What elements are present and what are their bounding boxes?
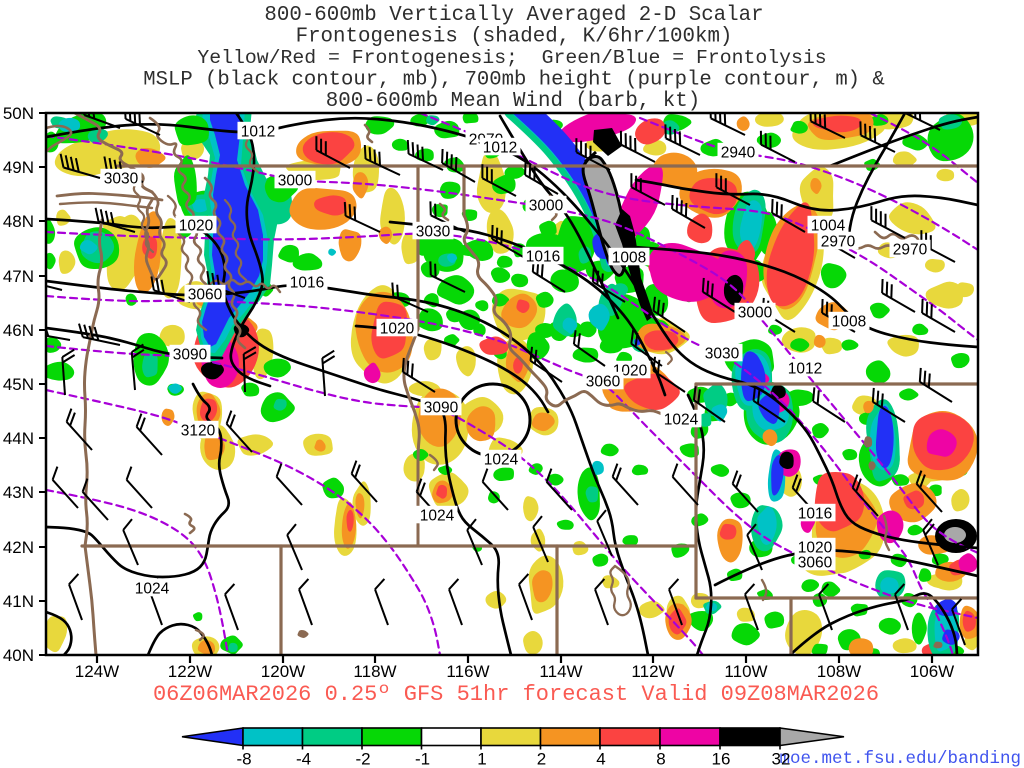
svg-text:118W: 118W [353,662,396,681]
svg-text:3060: 3060 [586,374,621,391]
svg-text:800-600mb Vertically Averaged: 800-600mb Vertically Averaged 2-D Scalar [264,4,763,27]
svg-text:2970: 2970 [893,242,928,259]
svg-text:41N: 41N [3,592,34,611]
svg-text:16: 16 [712,750,731,768]
svg-text:3000: 3000 [738,305,773,322]
svg-text:-8: -8 [236,750,251,768]
svg-text:122W: 122W [168,662,212,681]
svg-text:06Z06MAR2026 0.25º GFS 51hr fo: 06Z06MAR2026 0.25º GFS 51hr forecast Val… [153,682,879,707]
svg-text:3030: 3030 [104,171,139,188]
svg-text:1016: 1016 [526,249,560,266]
svg-text:1012: 1012 [788,361,822,378]
svg-text:MSLP (black contour, mb), 700m: MSLP (black contour, mb), 700mb height (… [143,69,885,92]
svg-text:1020: 1020 [798,540,833,557]
svg-text:3060: 3060 [188,287,223,304]
svg-text:1024: 1024 [664,412,699,429]
svg-text:-2: -2 [355,750,370,768]
svg-text:108W: 108W [817,662,861,681]
svg-text:116W: 116W [446,662,489,681]
svg-text:1004: 1004 [811,218,846,235]
svg-text:1024: 1024 [420,508,455,525]
svg-text:2: 2 [537,750,546,768]
svg-text:Yellow/Red = Frontogenesis; G: Yellow/Red = Frontogenesis; Green/Blue =… [197,47,826,69]
svg-text:50N: 50N [3,104,34,123]
svg-text:1008: 1008 [612,250,646,267]
svg-text:124W: 124W [75,662,119,681]
svg-text:43N: 43N [3,483,34,502]
svg-text:8: 8 [656,750,665,768]
svg-text:2970: 2970 [821,234,856,251]
svg-text:2940: 2940 [721,145,756,162]
svg-text:42N: 42N [3,538,34,557]
svg-text:1: 1 [477,750,486,768]
svg-text:1012: 1012 [483,140,517,157]
svg-text:3000: 3000 [278,173,313,190]
svg-text:3090: 3090 [173,347,208,364]
svg-text:3060: 3060 [798,555,833,572]
svg-text:110W: 110W [724,662,767,681]
svg-text:114W: 114W [539,662,582,681]
svg-text:44N: 44N [3,429,34,448]
svg-text:1012: 1012 [241,124,275,141]
svg-text:40N: 40N [3,646,34,665]
svg-text:-4: -4 [296,750,311,768]
svg-text:106W: 106W [910,662,954,681]
svg-text:800-600mb Mean Wind (barb, kt): 800-600mb Mean Wind (barb, kt) [326,90,700,113]
svg-text:3030: 3030 [416,224,451,241]
svg-text:46N: 46N [3,321,34,340]
svg-text:moe.met.fsu.edu/banding: moe.met.fsu.edu/banding [779,749,1021,768]
svg-text:3030: 3030 [705,346,740,363]
svg-text:1024: 1024 [135,581,170,598]
svg-text:4: 4 [596,750,605,768]
svg-text:48N: 48N [3,212,34,231]
svg-text:1016: 1016 [290,275,324,292]
svg-text:1020: 1020 [380,321,415,338]
svg-text:-1: -1 [415,750,430,768]
svg-text:1008: 1008 [832,314,866,331]
svg-text:3120: 3120 [181,423,216,440]
svg-text:45N: 45N [3,375,34,394]
svg-text:32: 32 [772,750,791,768]
svg-text:1016: 1016 [798,506,832,523]
svg-text:1020: 1020 [179,218,214,235]
svg-text:120W: 120W [261,662,305,681]
svg-text:3090: 3090 [424,400,459,417]
svg-text:49N: 49N [3,158,34,177]
svg-text:47N: 47N [3,267,34,286]
svg-text:Frontogenesis (shaded, K/6hr/1: Frontogenesis (shaded, K/6hr/100km) [296,26,733,49]
svg-text:112W: 112W [631,662,674,681]
svg-text:3000: 3000 [529,198,564,215]
svg-text:1024: 1024 [484,452,519,469]
